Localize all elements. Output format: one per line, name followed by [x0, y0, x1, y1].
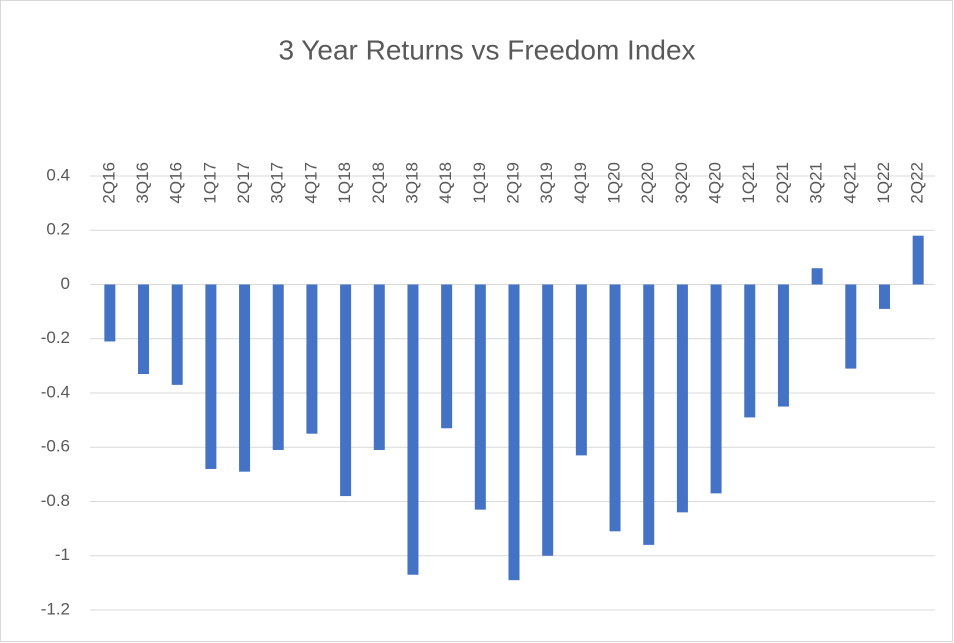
- x-tick-label: 4Q17: [301, 162, 320, 204]
- bar: [542, 284, 554, 556]
- bar: [373, 284, 385, 450]
- x-tick-label: 1Q20: [605, 162, 624, 204]
- x-tick-label: 3Q17: [268, 162, 287, 204]
- bar: [609, 284, 621, 532]
- x-tick-label: 3Q20: [672, 162, 691, 204]
- x-tick-label: 1Q21: [739, 162, 758, 204]
- bar: [845, 284, 857, 369]
- y-tick-label: -0.6: [41, 437, 70, 456]
- bar: [272, 284, 284, 450]
- bar: [710, 284, 722, 494]
- x-tick-label: 4Q21: [840, 162, 859, 204]
- bar: [575, 284, 587, 456]
- bar: [306, 284, 318, 434]
- bar: [340, 284, 352, 497]
- x-tick-label: 2Q21: [773, 162, 792, 204]
- bar: [777, 284, 789, 407]
- bar: [138, 284, 150, 375]
- bar: [474, 284, 486, 510]
- x-tick-label: 1Q17: [200, 162, 219, 204]
- chart-title: 3 Year Returns vs Freedom Index: [278, 34, 695, 65]
- bar: [441, 284, 453, 429]
- x-tick-label: 2Q20: [638, 162, 657, 204]
- bar: [171, 284, 183, 385]
- bar: [878, 284, 890, 309]
- bar: [508, 284, 520, 581]
- y-tick-label: -0.8: [41, 491, 70, 510]
- x-tick-label: 4Q18: [436, 162, 455, 204]
- x-tick-label: 4Q20: [706, 162, 725, 204]
- bar: [239, 284, 251, 472]
- x-tick-label: 2Q17: [234, 162, 253, 204]
- x-tick-label: 2Q22: [908, 162, 927, 204]
- x-tick-label: 3Q16: [133, 162, 152, 204]
- bar: [205, 284, 217, 469]
- y-tick-label: -0.2: [41, 328, 70, 347]
- bar: [104, 284, 116, 342]
- y-tick-label: -1.2: [41, 599, 70, 618]
- x-tick-label: 2Q16: [99, 162, 118, 204]
- y-tick-label: 0.4: [46, 165, 70, 184]
- x-tick-label: 3Q19: [537, 162, 556, 204]
- x-tick-label: 4Q16: [167, 162, 186, 204]
- x-tick-label: 1Q18: [335, 162, 354, 204]
- bar: [643, 284, 655, 545]
- x-tick-label: 4Q19: [571, 162, 590, 204]
- bar: [811, 268, 823, 285]
- bar: [744, 284, 756, 418]
- x-tick-label: 1Q19: [470, 162, 489, 204]
- x-tick-label: 3Q21: [807, 162, 826, 204]
- x-tick-label: 3Q18: [402, 162, 421, 204]
- bar: [912, 235, 924, 285]
- bar: [676, 284, 688, 513]
- y-tick-label: -1: [55, 545, 70, 564]
- x-tick-label: 2Q18: [369, 162, 388, 204]
- y-tick-label: 0.2: [46, 220, 70, 239]
- x-tick-label: 1Q22: [874, 162, 893, 204]
- x-tick-label: 2Q19: [503, 162, 522, 204]
- bar: [407, 284, 419, 575]
- y-tick-label: 0: [61, 274, 70, 293]
- y-tick-label: -0.4: [41, 382, 70, 401]
